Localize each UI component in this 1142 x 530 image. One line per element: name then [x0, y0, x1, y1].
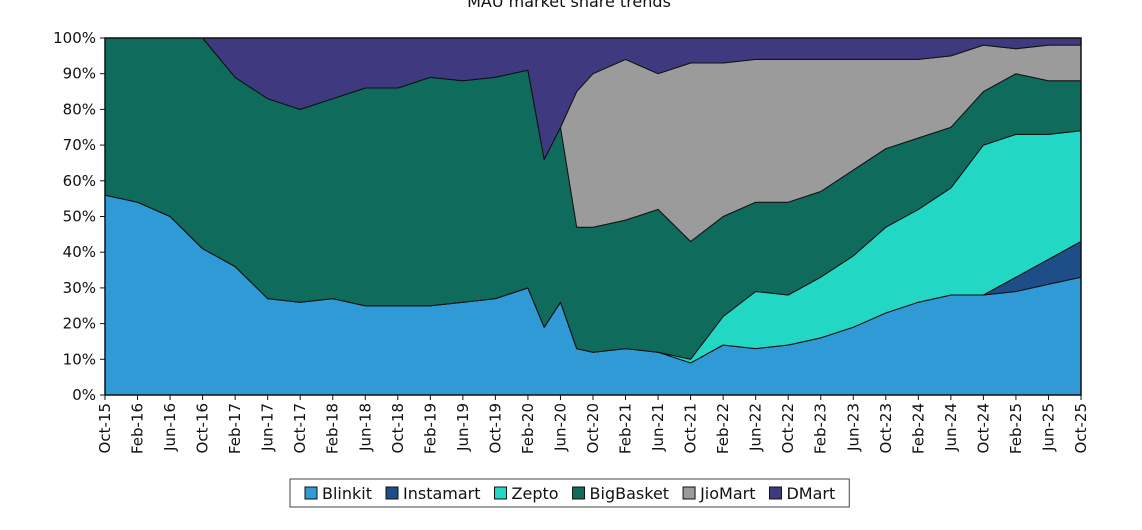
y-tick-label: 20%	[63, 315, 96, 333]
x-tick-label: Jun-17	[259, 403, 277, 452]
legend-swatch-blinkit	[304, 486, 318, 500]
legend-swatch-zepto	[494, 486, 508, 500]
y-tick-label: 100%	[53, 29, 96, 47]
legend-label-blinkit: Blinkit	[322, 484, 372, 503]
y-tick-label: 40%	[63, 243, 96, 261]
x-tick-label: Jun-16	[161, 403, 179, 452]
x-tick-label: Oct-21	[682, 403, 700, 453]
x-tick-label: Jun-20	[551, 403, 569, 452]
x-tick-label: Jun-21	[649, 403, 667, 452]
chart-title: MAU market share trends	[467, 0, 671, 11]
legend-swatch-dmart	[768, 486, 782, 500]
x-tick-label: Oct-25	[1072, 403, 1090, 453]
stacked-areas	[104, 37, 1082, 396]
x-tick-label: Oct-23	[877, 403, 895, 453]
x-tick-label: Oct-18	[389, 403, 407, 453]
x-tick-label: Jun-18	[356, 403, 374, 452]
y-tick-label: 80%	[63, 100, 96, 118]
x-tick-label: Jun-22	[747, 403, 765, 452]
legend-frame	[289, 478, 850, 508]
x-tick-label: Feb-19	[421, 403, 439, 454]
y-tick-label: 70%	[63, 136, 96, 154]
x-tick-label: Feb-21	[617, 403, 635, 454]
y-tick-label: 60%	[63, 172, 96, 190]
y-axis: 0% 10% 20% 30% 40% 50% 60% 70% 80% 90% 100%	[53, 29, 105, 404]
y-tick-label: 10%	[63, 350, 96, 368]
x-tick-label: Feb-17	[226, 403, 244, 454]
legend-label-bigbasket: BigBasket	[590, 484, 670, 503]
legend: Blinkit Instamart Zepto BigBasket JioMart DMa…	[289, 478, 850, 508]
x-tick-label: Jun-25	[1039, 403, 1057, 452]
legend-label-jiomart: JioMart	[699, 484, 755, 503]
x-tick-label: Oct-16	[194, 403, 212, 453]
x-tick-label: Jun-19	[454, 403, 472, 452]
legend-swatch-jiomart	[682, 486, 696, 500]
x-tick-label: Feb-18	[324, 403, 342, 454]
x-tick-label: Oct-17	[291, 403, 309, 453]
x-tick-label: Oct-24	[974, 403, 992, 453]
y-tick-label: 50%	[63, 208, 96, 226]
x-tick-label: Jun-23	[844, 403, 862, 452]
x-tick-label: Oct-22	[779, 403, 797, 453]
x-tick-label: Feb-24	[909, 403, 927, 454]
legend-label-zepto: Zepto	[512, 484, 559, 503]
x-tick-label: Oct-15	[96, 403, 114, 453]
x-tick-label: Oct-19	[486, 403, 504, 453]
x-tick-label: Oct-20	[584, 403, 602, 453]
x-tick-label: Feb-23	[812, 403, 830, 454]
legend-swatch-bigbasket	[572, 486, 586, 500]
legend-label-dmart: DMart	[786, 484, 835, 503]
x-tick-label: Feb-16	[129, 403, 147, 454]
legend-label-instamart: Instamart	[403, 484, 481, 503]
x-tick-label: Jun-24	[942, 403, 960, 452]
y-tick-label: 90%	[63, 65, 96, 83]
x-axis: Oct-15 Feb-16 Jun-16 Oct-16 Feb-17 Jun-17 Oct-…	[96, 395, 1090, 454]
y-tick-label: 30%	[63, 279, 96, 297]
x-tick-label: Feb-25	[1007, 403, 1025, 454]
x-tick-label: Feb-20	[519, 403, 537, 454]
legend-swatch-instamart	[385, 486, 399, 500]
x-tick-label: Feb-22	[714, 403, 732, 454]
y-tick-label: 0%	[72, 386, 96, 404]
